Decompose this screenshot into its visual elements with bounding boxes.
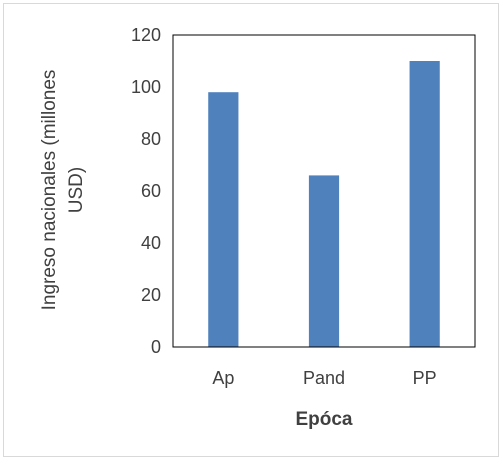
y-axis-title-line-1: Ingreso nacionales (millones bbox=[39, 70, 60, 311]
y-axis-title-line-2: USD) bbox=[66, 167, 87, 213]
y-tick-label: 100 bbox=[131, 77, 161, 97]
y-tick-label: 0 bbox=[151, 337, 161, 357]
x-axis-title: Epóca bbox=[295, 409, 352, 430]
y-tick-label: 40 bbox=[141, 233, 161, 253]
x-tick-labels: Ap Pand PP bbox=[212, 368, 436, 388]
bar-ap bbox=[208, 92, 239, 347]
bar-pand bbox=[308, 175, 340, 347]
bar-pp bbox=[409, 61, 440, 347]
y-tick-label: 20 bbox=[141, 285, 161, 305]
x-tick-label: PP bbox=[413, 368, 437, 388]
x-tick-label: Pand bbox=[303, 368, 345, 388]
bars bbox=[208, 61, 440, 347]
y-tick-label: 60 bbox=[141, 181, 161, 201]
plot-border bbox=[172, 34, 476, 348]
x-tick-label: Ap bbox=[212, 368, 234, 388]
y-tick-labels: 0 20 40 60 80 100 120 bbox=[131, 25, 161, 357]
y-axis-title: Ingreso nacionales (millones USD) bbox=[39, 70, 87, 311]
y-tick-label: 80 bbox=[141, 129, 161, 149]
plot-area bbox=[172, 34, 476, 348]
y-tick-label: 120 bbox=[131, 25, 161, 45]
